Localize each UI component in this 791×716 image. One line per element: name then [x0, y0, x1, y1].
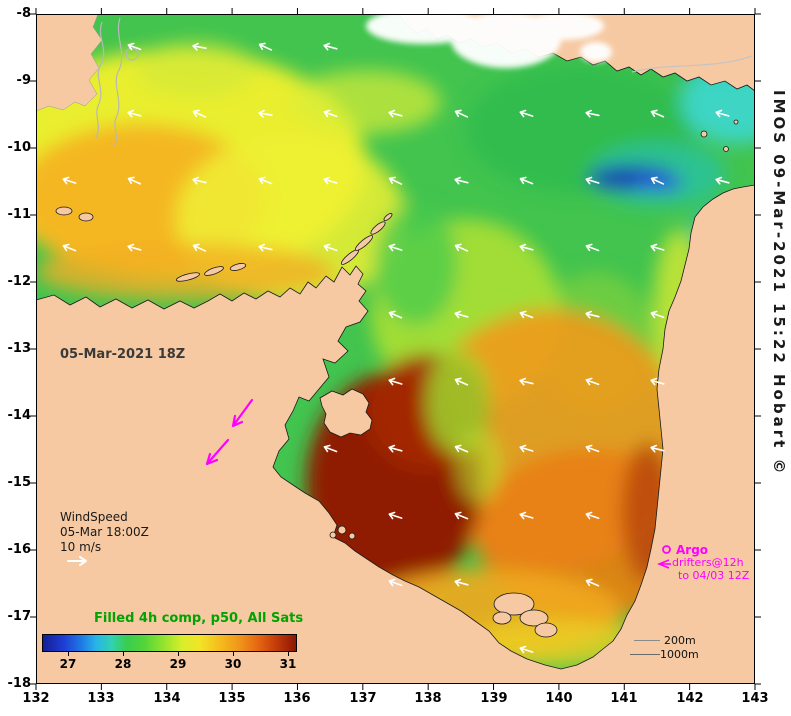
lat-label: -12 [7, 274, 32, 289]
island-mornington [492, 611, 512, 625]
island-wessel [354, 235, 374, 251]
island-goulburn [55, 206, 73, 216]
drifter-legend-line1: drifters@12h [672, 556, 744, 569]
colorbar-tick-label: 31 [279, 657, 297, 671]
colorbar-tick [178, 652, 179, 656]
island-pellew [348, 532, 356, 540]
lon-label: 138 [414, 691, 442, 706]
cloud-patches [366, 14, 612, 68]
lat-label: -10 [7, 140, 32, 155]
contour-200m-line-sample [634, 640, 660, 641]
island-mornington [493, 592, 535, 616]
lat-label: -8 [16, 6, 31, 21]
colorbar-tick-label: 30 [224, 657, 242, 671]
map-plot-area [36, 14, 755, 684]
lat-label: -9 [16, 73, 31, 88]
colorbar-tick [123, 652, 124, 656]
lon-label: 139 [480, 691, 508, 706]
island-coastal [229, 263, 247, 271]
colorbar-title: Filled 4h comp, p50, All Sats [94, 611, 304, 626]
wind-legend: WindSpeed 05-Mar 18:00Z 10 m/s [60, 510, 149, 567]
colorbar-tick-label: 28 [114, 657, 132, 671]
lon-label: 142 [676, 691, 704, 706]
wind-legend-datetime: 05-Mar 18:00Z [60, 525, 149, 539]
lon-label: 143 [741, 691, 769, 706]
island-torres [733, 119, 739, 125]
sst-field [36, 24, 755, 668]
drifter-arrow-icon [656, 559, 671, 569]
bathymetry-contours [95, 17, 753, 147]
island-mornington [534, 622, 558, 638]
island-goulburn [78, 212, 94, 222]
colorbar-gradient [42, 634, 297, 652]
lon-label: 134 [153, 691, 181, 706]
lat-label: -11 [7, 207, 32, 222]
lon-label: 136 [283, 691, 311, 706]
drifter-vectors [205, 398, 254, 466]
lat-label: -14 [7, 408, 32, 423]
nodata-corner [36, 14, 103, 112]
lon-label: 140 [545, 691, 573, 706]
lon-label: 141 [610, 691, 638, 706]
island-pellew [329, 531, 337, 539]
wind-vector-arrows [62, 42, 730, 654]
argo-marker-icon [662, 545, 671, 554]
wind-legend-scale: 10 m/s [60, 540, 102, 554]
drifter-legend-line2: to 04/03 12Z [678, 569, 750, 582]
mainland [36, 184, 755, 684]
island-torres [723, 146, 729, 152]
lat-label: -13 [7, 341, 32, 356]
island-torres [700, 130, 708, 138]
lat-label: -17 [7, 609, 32, 624]
island-mornington [519, 609, 549, 627]
colorbar-tick [68, 652, 69, 656]
wind-sample-arrow-icon [67, 556, 87, 566]
island-coastal [175, 272, 201, 282]
map-frame [36, 14, 755, 684]
colorbar-tick-label: 29 [169, 657, 187, 671]
island-coastal [204, 266, 224, 276]
lat-label: -18 [7, 676, 32, 691]
lon-label: 135 [218, 691, 246, 706]
colorbar-tick [288, 652, 289, 656]
lat-label: -16 [7, 542, 32, 557]
colorbar-tick [233, 652, 234, 656]
lon-label: 137 [349, 691, 377, 706]
island-wessel [383, 213, 393, 221]
land-masses [36, 14, 755, 684]
contour-1000m-label: 1000m [660, 648, 699, 661]
contour-1000m-line-sample [630, 654, 660, 655]
argo-legend-label: Argo [676, 543, 709, 557]
colorbar-tick-label: 27 [59, 657, 77, 671]
island-groote [319, 388, 373, 438]
wind-legend-title: WindSpeed [60, 510, 128, 524]
imos-watermark: IMOS 09-Mar-2021 15:22 Hobart © [770, 90, 788, 477]
contour-200m-label: 200m [664, 634, 696, 647]
lon-label: 133 [87, 691, 115, 706]
lon-label: 132 [22, 691, 50, 706]
map-canvas [36, 14, 755, 684]
map-datetime-label: 05-Mar-2021 18Z [60, 347, 186, 362]
island-pellew [337, 525, 347, 535]
lat-label: -15 [7, 475, 32, 490]
island-wessel [370, 221, 386, 235]
